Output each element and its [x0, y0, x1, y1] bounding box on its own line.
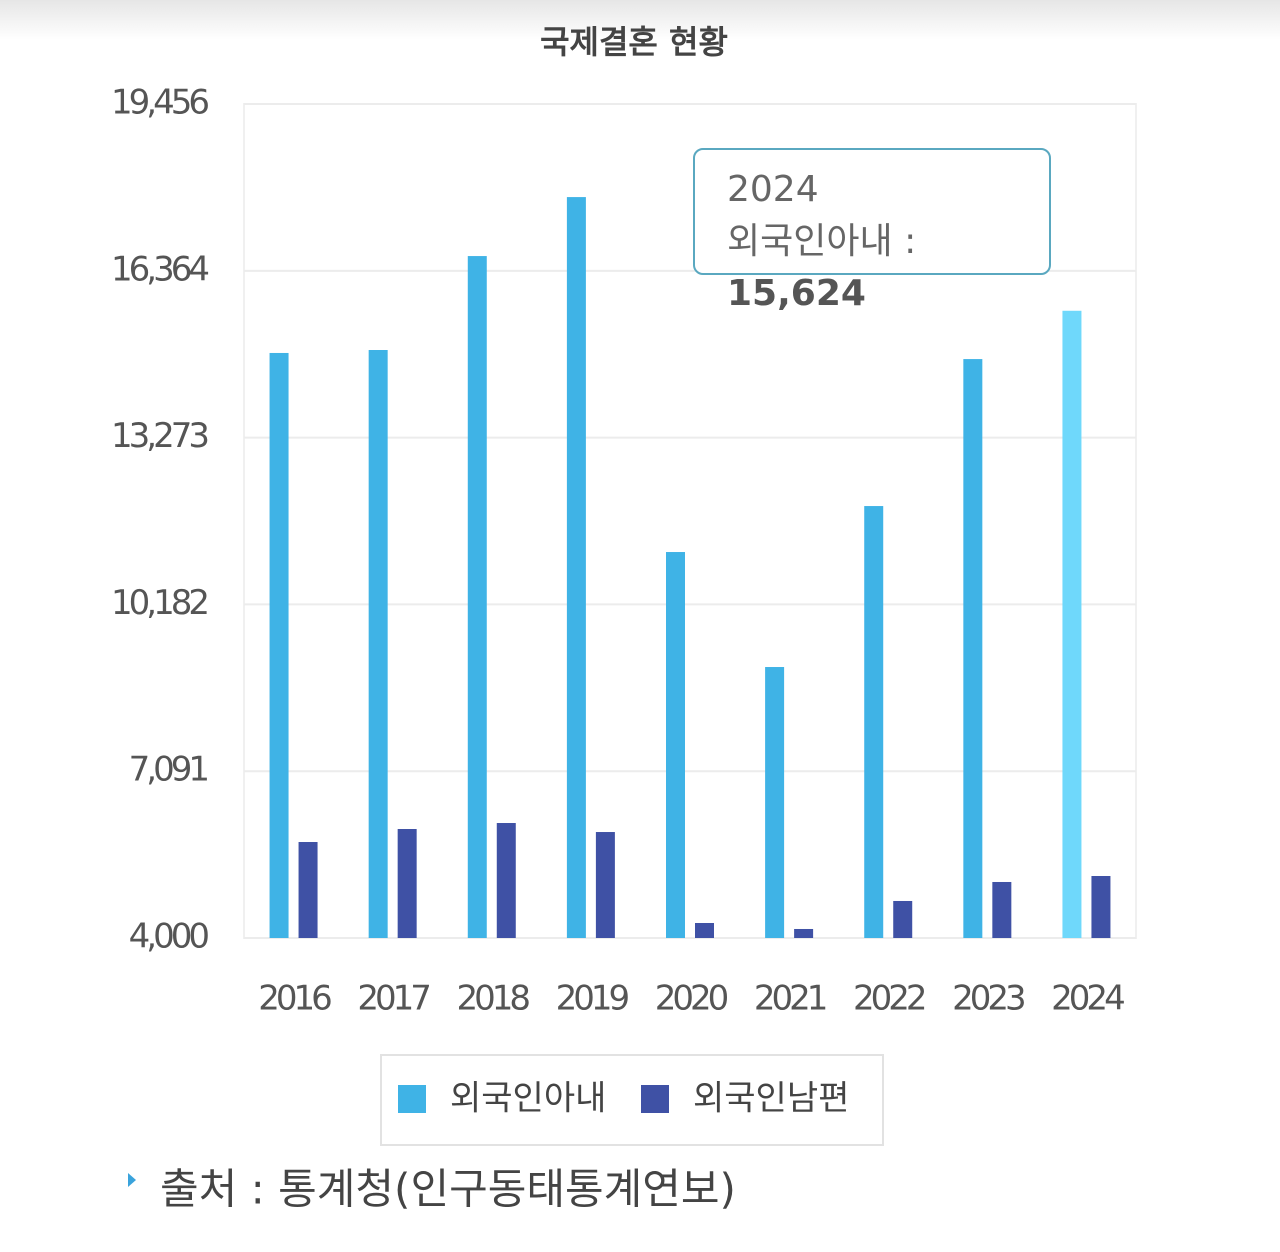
bar — [566, 197, 586, 939]
tooltip: 2024 외국인아내 15,624 — [693, 148, 1051, 314]
legend-box — [380, 1054, 884, 1146]
y-tick-label: 10,182 — [111, 583, 207, 623]
x-tick-label: 2023 — [952, 979, 1024, 1019]
tooltip-series: 외국인아내 — [727, 221, 893, 262]
y-tick-label: 16,364 — [111, 249, 208, 289]
bar — [467, 256, 487, 938]
bar — [496, 823, 516, 938]
tooltip-separator — [904, 221, 916, 262]
x-tick-label: 2022 — [853, 979, 925, 1019]
x-tick-label: 2016 — [258, 979, 331, 1019]
bar — [595, 832, 615, 938]
bar — [864, 506, 884, 938]
tooltip-category: 2024 — [727, 169, 819, 210]
x-tick-label: 2018 — [457, 979, 530, 1019]
bullet — [128, 1173, 136, 1187]
y-tick-label: 13,273 — [111, 416, 207, 456]
bar — [765, 667, 785, 938]
bar — [992, 881, 1012, 938]
legend-label: 외국인아내 — [450, 1079, 606, 1119]
y-tick-label: 4,000 — [129, 917, 209, 957]
bar — [298, 842, 318, 938]
bar — [1062, 310, 1082, 938]
chart-title: 국제결혼 현황 — [540, 23, 728, 61]
legend-swatch — [398, 1085, 426, 1113]
bar — [893, 900, 913, 938]
source: 출처 : 통계청(인구동태통계연보) — [160, 1165, 736, 1214]
x-tick-label: 2021 — [754, 979, 826, 1019]
y-tick-label: 19,456 — [111, 83, 208, 123]
bar — [963, 359, 983, 939]
bar — [666, 552, 685, 938]
y-tick-label: 7,091 — [129, 750, 208, 790]
top-shade — [0, 0, 1280, 40]
plot: 4,000 7,091 10,182 13,273 16,364 19,456 2016 20… — [111, 83, 1137, 1019]
x-tick-label: 2017 — [357, 979, 429, 1019]
legend: 외국인아내 외국인남편 — [398, 1079, 849, 1119]
bar — [1091, 876, 1111, 938]
bar — [269, 352, 289, 938]
bar — [368, 350, 388, 938]
bar — [695, 922, 714, 938]
x-tick-label: 2020 — [655, 979, 728, 1019]
tooltip-value: 15,624 — [727, 273, 866, 314]
bar — [794, 928, 814, 938]
bar — [397, 829, 417, 938]
legend-swatch — [641, 1085, 669, 1113]
tooltip-row: 외국인아내 15,624 — [727, 216, 1049, 320]
x-tick-label: 2019 — [556, 979, 629, 1019]
legend-label: 외국인남편 — [693, 1079, 849, 1119]
x-tick-label: 2024 — [1051, 979, 1124, 1019]
